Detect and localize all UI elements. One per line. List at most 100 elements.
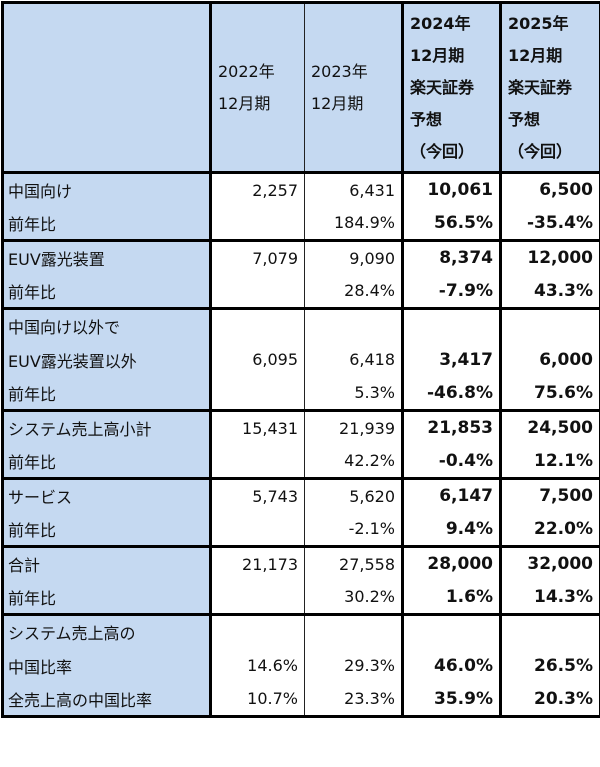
cell-2025: -35.4% — [501, 207, 600, 241]
cell-2025: 12.1% — [501, 445, 600, 479]
table-row: 合計 21,173 27,558 28,000 32,000 — [3, 547, 600, 581]
cell-2023: 6,431 — [305, 173, 403, 207]
row-label: 合計 — [3, 547, 211, 581]
cell-2024: 9.4% — [403, 513, 501, 547]
cell-2023: 5,620 — [305, 479, 403, 513]
table-row: EUV露光装置 7,079 9,090 8,374 12,000 — [3, 241, 600, 275]
cell-2023: 42.2% — [305, 445, 403, 479]
cell-2022: 5,743 — [211, 479, 305, 513]
cell-2025: 12,000 — [501, 241, 600, 275]
row-label: 前年比 — [3, 581, 211, 615]
cell-2024: 21,853 — [403, 411, 501, 445]
cell-2023: 21,939 — [305, 411, 403, 445]
cell-2023: 6,418 — [305, 343, 403, 377]
cell-2023: 5.3% — [305, 377, 403, 411]
cell-2025: 20.3% — [501, 683, 600, 717]
cell-2022 — [211, 377, 305, 411]
table-row: EUV露光装置以外 6,095 6,418 3,417 6,000 — [3, 343, 600, 377]
header-2022: 2022年 12月期 — [211, 3, 305, 173]
row-label: システム売上高の — [3, 615, 211, 649]
cell-2024: 46.0% — [403, 649, 501, 683]
cell-2022 — [211, 581, 305, 615]
cell-2025: 22.0% — [501, 513, 600, 547]
row-label: 前年比 — [3, 275, 211, 309]
table-row: 中国向け 2,257 6,431 10,061 6,500 — [3, 173, 600, 207]
header-blank-cell — [3, 3, 211, 173]
cell-2022 — [211, 309, 305, 343]
cell-2025: 32,000 — [501, 547, 600, 581]
cell-2022: 14.6% — [211, 649, 305, 683]
table-row: 前年比 28.4% -7.9% 43.3% — [3, 275, 600, 309]
cell-2022: 10.7% — [211, 683, 305, 717]
row-label: サービス — [3, 479, 211, 513]
cell-2024: -7.9% — [403, 275, 501, 309]
cell-2024: 3,417 — [403, 343, 501, 377]
cell-2024: 10,061 — [403, 173, 501, 207]
cell-2025: 6,000 — [501, 343, 600, 377]
header-2023: 2023年 12月期 — [305, 3, 403, 173]
table-row: 前年比 42.2% -0.4% 12.1% — [3, 445, 600, 479]
row-label: 前年比 — [3, 445, 211, 479]
row-label: 前年比 — [3, 207, 211, 241]
cell-2022 — [211, 275, 305, 309]
cell-2025 — [501, 615, 600, 649]
row-label: システム売上高小計 — [3, 411, 211, 445]
cell-2023: 184.9% — [305, 207, 403, 241]
row-label: 前年比 — [3, 377, 211, 411]
table-row: 全売上高の中国比率 10.7% 23.3% 35.9% 20.3% — [3, 683, 600, 717]
cell-2022: 15,431 — [211, 411, 305, 445]
table-row: システム売上高小計 15,431 21,939 21,853 24,500 — [3, 411, 600, 445]
header-2025: 2025年 12月期 楽天証券 予想 （今回） — [501, 3, 600, 173]
cell-2025: 6,500 — [501, 173, 600, 207]
cell-2024: 35.9% — [403, 683, 501, 717]
table-header-row: 2022年 12月期 2023年 12月期 2024年 12月期 楽天証券 予想… — [3, 3, 600, 173]
cell-2023: 29.3% — [305, 649, 403, 683]
cell-2024: 56.5% — [403, 207, 501, 241]
cell-2023: 27,558 — [305, 547, 403, 581]
cell-2025: 75.6% — [501, 377, 600, 411]
cell-2022 — [211, 615, 305, 649]
cell-2023 — [305, 309, 403, 343]
cell-2023: 9,090 — [305, 241, 403, 275]
cell-2022: 6,095 — [211, 343, 305, 377]
table-row: 前年比 -2.1% 9.4% 22.0% — [3, 513, 600, 547]
table-row: システム売上高の — [3, 615, 600, 649]
cell-2024 — [403, 309, 501, 343]
cell-2023 — [305, 615, 403, 649]
cell-2025: 43.3% — [501, 275, 600, 309]
cell-2024: -46.8% — [403, 377, 501, 411]
cell-2024: 6,147 — [403, 479, 501, 513]
cell-2025 — [501, 309, 600, 343]
cell-2023: -2.1% — [305, 513, 403, 547]
row-label: 前年比 — [3, 513, 211, 547]
row-label: EUV露光装置以外 — [3, 343, 211, 377]
cell-2025: 26.5% — [501, 649, 600, 683]
table-row: サービス 5,743 5,620 6,147 7,500 — [3, 479, 600, 513]
cell-2025: 24,500 — [501, 411, 600, 445]
cell-2025: 14.3% — [501, 581, 600, 615]
row-label: 中国向け以外で — [3, 309, 211, 343]
row-label: 中国比率 — [3, 649, 211, 683]
row-label: EUV露光装置 — [3, 241, 211, 275]
cell-2022: 21,173 — [211, 547, 305, 581]
table-row: 中国比率 14.6% 29.3% 46.0% 26.5% — [3, 649, 600, 683]
forecast-table: 2022年 12月期 2023年 12月期 2024年 12月期 楽天証券 予想… — [1, 1, 600, 718]
cell-2024: 1.6% — [403, 581, 501, 615]
cell-2023: 28.4% — [305, 275, 403, 309]
cell-2022: 2,257 — [211, 173, 305, 207]
cell-2024: 28,000 — [403, 547, 501, 581]
table-row: 前年比 184.9% 56.5% -35.4% — [3, 207, 600, 241]
cell-2024: -0.4% — [403, 445, 501, 479]
row-label: 全売上高の中国比率 — [3, 683, 211, 717]
cell-2022 — [211, 513, 305, 547]
cell-2025: 7,500 — [501, 479, 600, 513]
header-2024: 2024年 12月期 楽天証券 予想 （今回） — [403, 3, 501, 173]
table-row: 前年比 30.2% 1.6% 14.3% — [3, 581, 600, 615]
cell-2024: 8,374 — [403, 241, 501, 275]
table-body: 中国向け 2,257 6,431 10,061 6,500 前年比 184.9%… — [3, 173, 600, 717]
cell-2024 — [403, 615, 501, 649]
cell-2022 — [211, 207, 305, 241]
cell-2023: 30.2% — [305, 581, 403, 615]
row-label: 中国向け — [3, 173, 211, 207]
cell-2023: 23.3% — [305, 683, 403, 717]
